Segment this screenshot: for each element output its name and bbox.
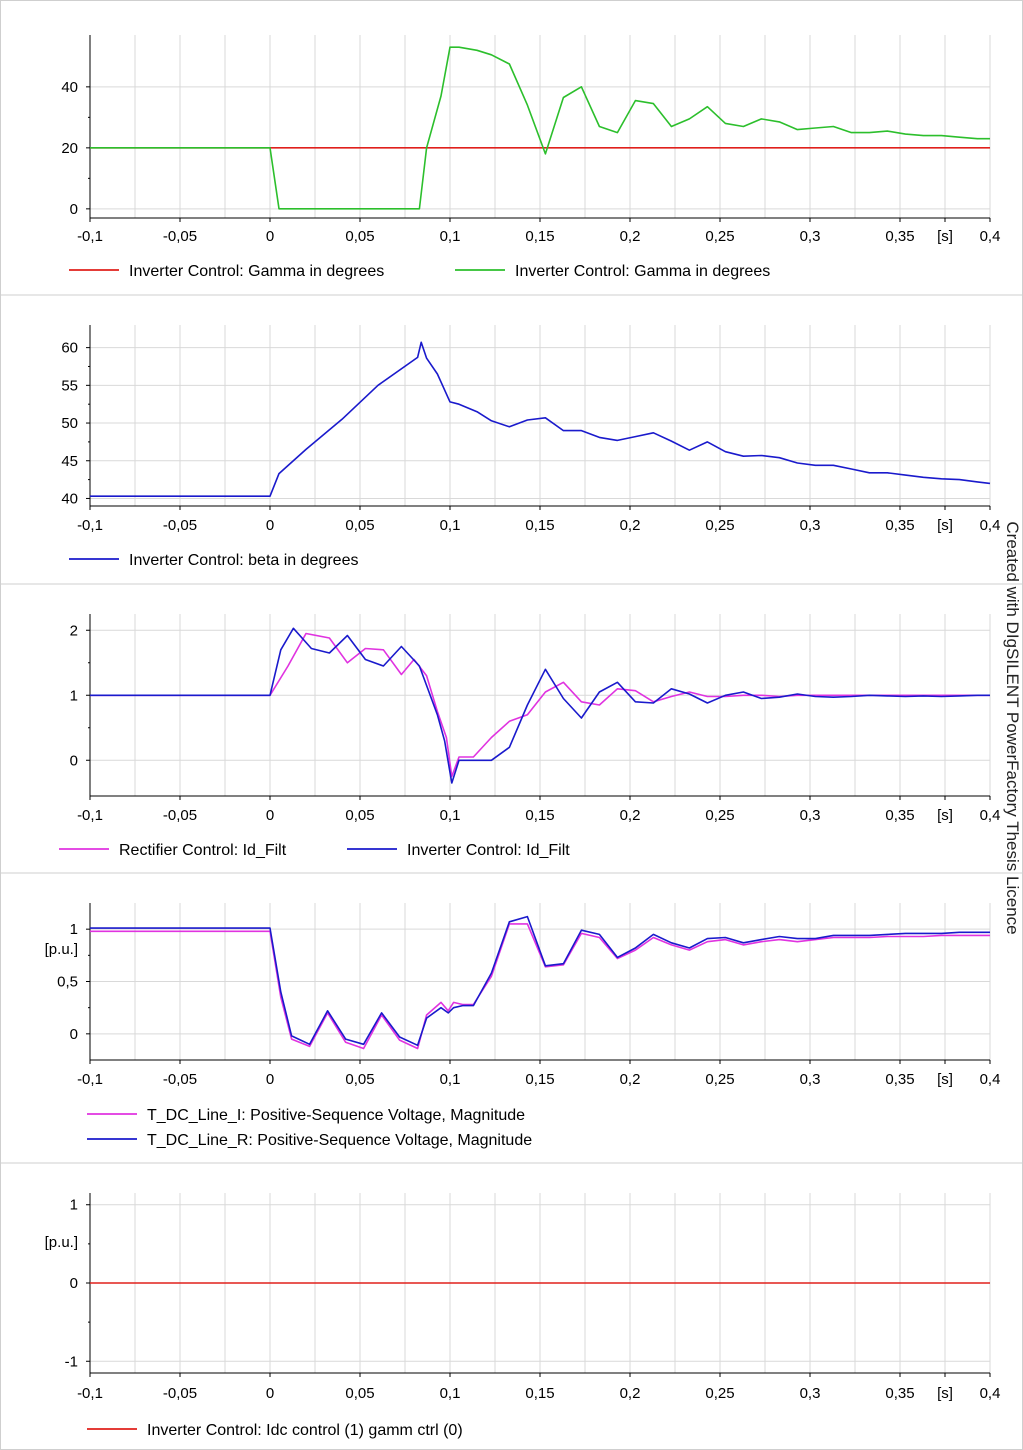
x-tick-label: 0,15: [525, 517, 554, 534]
x-tick-label: 0,15: [525, 1385, 554, 1402]
x-tick-label: 0: [266, 1071, 274, 1088]
legend-label: Inverter Control: beta in degrees: [129, 552, 358, 569]
x-tick-label: 0,3: [800, 517, 821, 534]
x-tick-label: 0: [266, 517, 274, 534]
x-tick-label: 0,35: [885, 1385, 914, 1402]
x-tick-label: [s]: [937, 807, 953, 824]
series-line-1: [90, 341, 991, 498]
x-tick-label: 0,3: [800, 1385, 821, 1402]
series-line-2: [90, 627, 990, 784]
x-tick-label: 0,15: [525, 807, 554, 824]
series-line-1: [90, 923, 990, 1050]
x-tick-label: 0,1: [440, 1071, 461, 1088]
watermark-text: Created with DIgSILENT PowerFactory Thes…: [1003, 521, 1022, 935]
x-tick-label: 0,4: [980, 228, 1001, 245]
y-axis-label: [p.u.]: [45, 1234, 78, 1251]
x-tick-label: 0,1: [440, 1385, 461, 1402]
chart-panel-2: -0,1 -0,05 0 0,05 0,1 0,15 0,2 0,25 0,3 0,35 [s] 0,…: [0, 325, 1023, 585]
x-tick-label: 0,4: [980, 1385, 1001, 1402]
x-tick-label: 0,15: [525, 1071, 554, 1088]
y-tick-label: 45: [61, 453, 78, 470]
x-tick-label: 0,05: [345, 1385, 374, 1402]
x-tick-label: 0,35: [885, 807, 914, 824]
y-tick-label: 60: [61, 340, 78, 357]
x-tick-label: -0,1: [77, 228, 103, 245]
x-tick-label: 0,25: [705, 807, 734, 824]
x-tick-label: 0,35: [885, 228, 914, 245]
x-tick-label: 0,05: [345, 1071, 374, 1088]
x-tick-label: 0,25: [705, 228, 734, 245]
legend-label: Inverter Control: Idc control (1) gamm c…: [147, 1422, 463, 1439]
x-tick-label: 0,4: [980, 807, 1001, 824]
chart-panel-1: -0,1 -0,05 0 0,05 0,1 0,15 0,2 0,25 0,3 0,35 [s] 0,…: [0, 35, 1023, 296]
x-tick-label: [s]: [937, 228, 953, 245]
chart-panel-5: -0,1 -0,05 0 0,05 0,1 0,15 0,2 0,25 0,3 0,35 [s] 0,…: [45, 1193, 1001, 1439]
x-tick-label: -0,1: [77, 1071, 103, 1088]
x-tick-label: [s]: [937, 517, 953, 534]
chart-panel-3: -0,1 -0,05 0 0,05 0,1 0,15 0,2 0,25 0,3 0,35 [s] 0,…: [0, 614, 1023, 874]
x-tick-label: 0,05: [345, 517, 374, 534]
x-tick-label: -0,05: [163, 517, 197, 534]
x-tick-label: 0,1: [440, 517, 461, 534]
legend-label: Rectifier Control: Id_Filt: [119, 842, 287, 859]
chart-panel-4: -0,1 -0,05 0 0,05 0,1 0,15 0,2 0,25 0,3 0,35 [s] 0,…: [0, 903, 1023, 1164]
x-tick-label: 0,2: [620, 228, 641, 245]
x-tick-label: -0,05: [163, 1385, 197, 1402]
x-tick-label: 0,2: [620, 517, 641, 534]
x-tick-label: 0,3: [800, 1071, 821, 1088]
x-tick-label: 0,05: [345, 807, 374, 824]
x-tick-label: 0: [266, 228, 274, 245]
y-tick-label: 0,5: [57, 974, 78, 991]
series-line-2: [90, 915, 990, 1047]
x-tick-label: 0,05: [345, 228, 374, 245]
x-tick-label: -0,05: [163, 807, 197, 824]
x-tick-label: 0,2: [620, 807, 641, 824]
y-tick-label: -1: [65, 1353, 78, 1370]
x-tick-label: [s]: [937, 1385, 953, 1402]
x-tick-label: 0: [266, 807, 274, 824]
x-tick-label: 0,1: [440, 228, 461, 245]
legend-label: Inverter Control: Gamma in degrees: [515, 263, 770, 280]
y-axis-label: [p.u.]: [45, 941, 78, 958]
y-tick-label: 0: [70, 1026, 78, 1043]
x-tick-label: 0,35: [885, 517, 914, 534]
y-tick-label: 40: [61, 79, 78, 96]
x-tick-label: 0,4: [980, 517, 1001, 534]
y-tick-label: 50: [61, 415, 78, 432]
x-tick-label: -0,05: [163, 228, 197, 245]
x-tick-label: 0,3: [800, 228, 821, 245]
x-tick-label: 0,25: [705, 1071, 734, 1088]
x-tick-label: 0,15: [525, 228, 554, 245]
x-tick-label: 0,25: [705, 1385, 734, 1402]
x-tick-label: 0,3: [800, 807, 821, 824]
legend-label: T_DC_Line_I: Positive-Sequence Voltage, …: [147, 1107, 525, 1124]
y-tick-label: 20: [61, 140, 78, 157]
y-tick-label: 55: [61, 377, 78, 394]
y-tick-label: 0: [70, 752, 78, 769]
x-tick-label: [s]: [937, 1071, 953, 1088]
y-tick-label: 1: [70, 687, 78, 704]
x-tick-label: 0,1: [440, 807, 461, 824]
x-tick-label: -0,05: [163, 1071, 197, 1088]
x-tick-label: 0,2: [620, 1385, 641, 1402]
x-tick-label: 0,35: [885, 1071, 914, 1088]
series-line-2: [90, 46, 990, 210]
legend-label: T_DC_Line_R: Positive-Sequence Voltage, …: [147, 1132, 532, 1149]
y-tick-label: 1: [70, 921, 78, 938]
x-tick-label: -0,1: [77, 1385, 103, 1402]
x-tick-label: -0,1: [77, 517, 103, 534]
y-tick-label: 40: [61, 490, 78, 507]
legend-label: Inverter Control: Gamma in degrees: [129, 263, 384, 280]
x-tick-label: -0,1: [77, 807, 103, 824]
x-tick-label: 0: [266, 1385, 274, 1402]
y-tick-label: 2: [70, 622, 78, 639]
y-tick-label: 0: [70, 201, 78, 218]
y-tick-label: 0: [70, 1275, 78, 1292]
legend-label: Inverter Control: Id_Filt: [407, 842, 570, 859]
x-tick-label: 0,25: [705, 517, 734, 534]
x-tick-label: 0,4: [980, 1071, 1001, 1088]
y-tick-label: 1: [70, 1197, 78, 1214]
x-tick-label: 0,2: [620, 1071, 641, 1088]
